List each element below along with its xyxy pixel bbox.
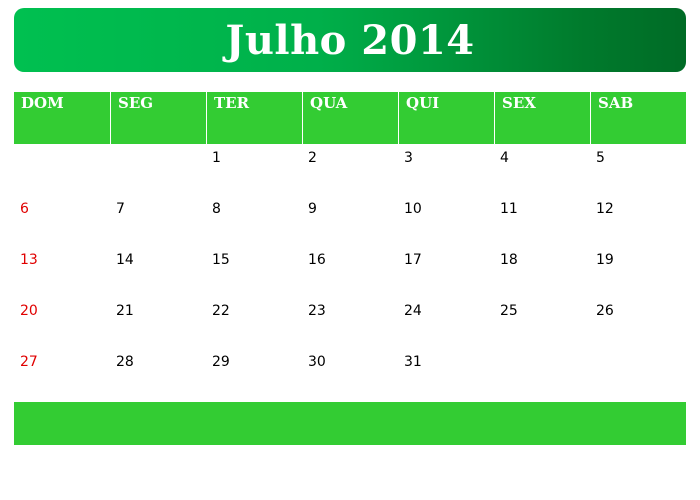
week-row: 13 14 15 16 17 18 19 <box>14 246 686 297</box>
day-cell: 1 <box>212 150 221 166</box>
title-banner: Julho 2014 <box>14 8 686 72</box>
weekday-header-sex: SEX <box>494 92 590 144</box>
day-cell: 8 <box>212 201 221 217</box>
day-cell <box>590 348 686 399</box>
day-cell: 26 <box>596 303 614 319</box>
day-cell: 22 <box>212 303 230 319</box>
day-cell: 18 <box>500 252 518 268</box>
day-cell: 28 <box>116 354 134 370</box>
calendar-grid: 1 2 3 4 5 6 7 8 9 10 11 12 13 14 15 16 1… <box>14 144 686 399</box>
day-cell: 27 <box>20 354 38 370</box>
day-cell <box>110 144 206 195</box>
weekday-header-seg: SEG <box>110 92 206 144</box>
day-cell: 4 <box>500 150 509 166</box>
day-cell: 5 <box>596 150 605 166</box>
day-cell: 20 <box>20 303 38 319</box>
day-cell <box>14 144 110 195</box>
weekday-header-qui: QUI <box>398 92 494 144</box>
day-cell: 30 <box>308 354 326 370</box>
day-cell: 2 <box>308 150 317 166</box>
footer-bar <box>14 402 686 445</box>
day-cell: 17 <box>404 252 422 268</box>
weekday-header-ter: TER <box>206 92 302 144</box>
day-cell: 15 <box>212 252 230 268</box>
calendar-title: Julho 2014 <box>225 16 475 64</box>
day-cell: 23 <box>308 303 326 319</box>
day-cell: 10 <box>404 201 422 217</box>
day-cell: 21 <box>116 303 134 319</box>
week-row: 1 2 3 4 5 <box>14 144 686 195</box>
weekday-header-qua: QUA <box>302 92 398 144</box>
day-cell: 29 <box>212 354 230 370</box>
day-cell: 19 <box>596 252 614 268</box>
day-cell: 16 <box>308 252 326 268</box>
day-cell: 9 <box>308 201 317 217</box>
week-row: 27 28 29 30 31 <box>14 348 686 399</box>
weekday-header-dom: DOM <box>21 94 64 112</box>
week-row: 6 7 8 9 10 11 12 <box>14 195 686 246</box>
day-cell: 6 <box>20 201 29 217</box>
week-row: 20 21 22 23 24 25 26 <box>14 297 686 348</box>
day-cell: 25 <box>500 303 518 319</box>
day-cell: 13 <box>20 252 38 268</box>
day-cell: 7 <box>116 201 125 217</box>
weekday-header-sab: SAB <box>590 92 686 144</box>
day-cell: 31 <box>404 354 422 370</box>
weekday-header-row: DOM SEG TER QUA QUI SEX SAB <box>14 92 686 144</box>
day-cell: 3 <box>404 150 413 166</box>
day-cell: 24 <box>404 303 422 319</box>
day-cell: 14 <box>116 252 134 268</box>
day-cell: 12 <box>596 201 614 217</box>
day-cell: 11 <box>500 201 518 217</box>
day-cell <box>494 348 590 399</box>
